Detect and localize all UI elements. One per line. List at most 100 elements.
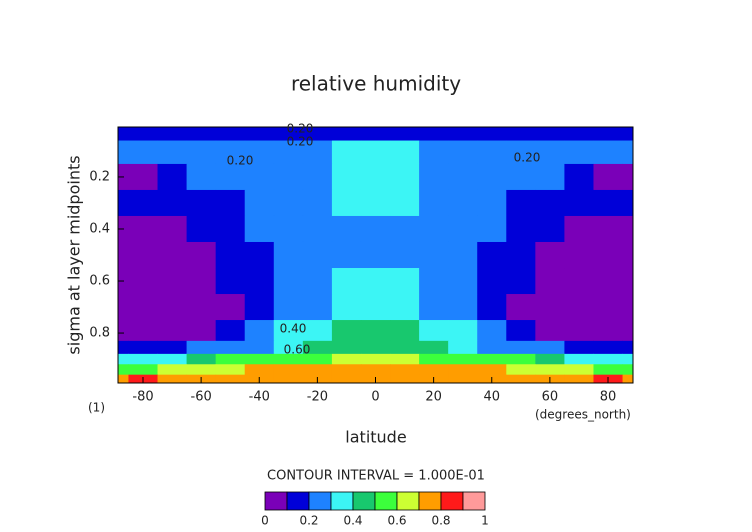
contour-cell: [506, 374, 536, 384]
contour-cell: [360, 163, 391, 191]
contour-cell: [448, 374, 478, 384]
contour-cell: [564, 294, 594, 321]
contour-cell: [273, 127, 304, 142]
contour-cell: [215, 215, 246, 243]
contour-cell: [535, 163, 565, 191]
contour-interval: CONTOUR INTERVAL = 1.000E-01: [267, 469, 485, 484]
contour-label: 0.20: [287, 135, 314, 149]
contour-cell: [331, 294, 362, 321]
contour-cell: [448, 215, 478, 243]
contour-cell: [477, 340, 507, 355]
colorbar-segment: [462, 491, 486, 511]
contour-cell: [564, 340, 594, 355]
contour-cell: [331, 353, 362, 365]
contour-cell: [622, 189, 634, 217]
contour-cell: [622, 215, 634, 243]
contour-cell: [302, 127, 333, 142]
contour-cell: [157, 320, 188, 342]
contour-cell: [186, 189, 217, 217]
contour-cell: [157, 215, 188, 243]
contour-cell: [593, 163, 624, 191]
contour-cell: [419, 127, 449, 142]
contour-cell: [506, 353, 536, 365]
contour-cell: [157, 241, 188, 269]
contour-cell: [535, 189, 565, 217]
contour-cell: [273, 294, 304, 321]
contour-cell: [622, 163, 634, 191]
contour-cell: [157, 127, 188, 142]
contour-cell: [390, 189, 420, 217]
x-tick-label: 20: [425, 390, 442, 405]
x-tick-label: -20: [307, 390, 328, 405]
contour-cell: [244, 189, 275, 217]
contour-cell: [302, 163, 333, 191]
colorbar-segment: [352, 491, 376, 511]
contour-cell: [331, 268, 362, 295]
contour-cell: [302, 320, 333, 342]
contour-cell: [390, 340, 420, 355]
contour-cell: [419, 215, 449, 243]
contour-cell: [128, 340, 159, 355]
contour-cell: [535, 140, 565, 165]
contour-cell: [477, 320, 507, 342]
contour-cell: [360, 340, 391, 355]
contour-cell: [419, 241, 449, 269]
contour-cell: [477, 127, 507, 142]
contour-cell: [390, 140, 420, 165]
contour-cell: [186, 163, 217, 191]
contour-cell: [118, 353, 129, 365]
contour-cell: [273, 140, 304, 165]
contour-cell: [118, 241, 129, 269]
contour-cell: [128, 268, 159, 295]
contour-cell: [186, 268, 217, 295]
contour-cell: [593, 215, 624, 243]
contour-cell: [506, 127, 536, 142]
contour-cell: [419, 268, 449, 295]
contour-cell: [244, 140, 275, 165]
contour-cell: [419, 320, 449, 342]
contour-cell: [622, 320, 634, 342]
contour-cell: [622, 364, 634, 376]
colorbar-segment: [418, 491, 442, 511]
colorbar-segment: [440, 491, 464, 511]
contour-cell: [448, 353, 478, 365]
contour-cell: [157, 268, 188, 295]
contour-cell: [215, 140, 246, 165]
contour-cell: [128, 353, 159, 365]
contour-cell: [360, 320, 391, 342]
contour-cell: [331, 340, 362, 355]
contour-cell: [360, 364, 391, 376]
contour-cell: [622, 294, 634, 321]
contour-cell: [331, 241, 362, 269]
y-units: (1): [88, 401, 105, 415]
contour-cell: [331, 127, 362, 142]
contour-cell: [448, 140, 478, 165]
contour-cell: [331, 374, 362, 384]
y-tick-label: 0.2: [89, 169, 110, 184]
contour-cell: [506, 268, 536, 295]
contour-cell: [128, 294, 159, 321]
contour-cell: [535, 241, 565, 269]
contour-cell: [244, 353, 275, 365]
contour-cell: [564, 189, 594, 217]
x-tick-label: -40: [249, 390, 270, 405]
contour-cell: [622, 268, 634, 295]
colorbar-segment: [396, 491, 420, 511]
contour-cell: [157, 163, 188, 191]
contour-cell: [215, 127, 246, 142]
contour-cell: [244, 364, 275, 376]
contour-cell: [506, 140, 536, 165]
contour-cell: [186, 294, 217, 321]
contour-cell: [128, 127, 159, 142]
contour-cell: [448, 241, 478, 269]
contour-cell: [273, 189, 304, 217]
contour-cell: [331, 189, 362, 217]
contour-cell: [302, 294, 333, 321]
contour-cell: [477, 268, 507, 295]
contour-field: [118, 127, 634, 384]
contour-cell: [302, 140, 333, 165]
contour-cell: [118, 189, 129, 217]
contour-cell: [506, 241, 536, 269]
colorbar-tick-label: 0.6: [387, 514, 406, 528]
